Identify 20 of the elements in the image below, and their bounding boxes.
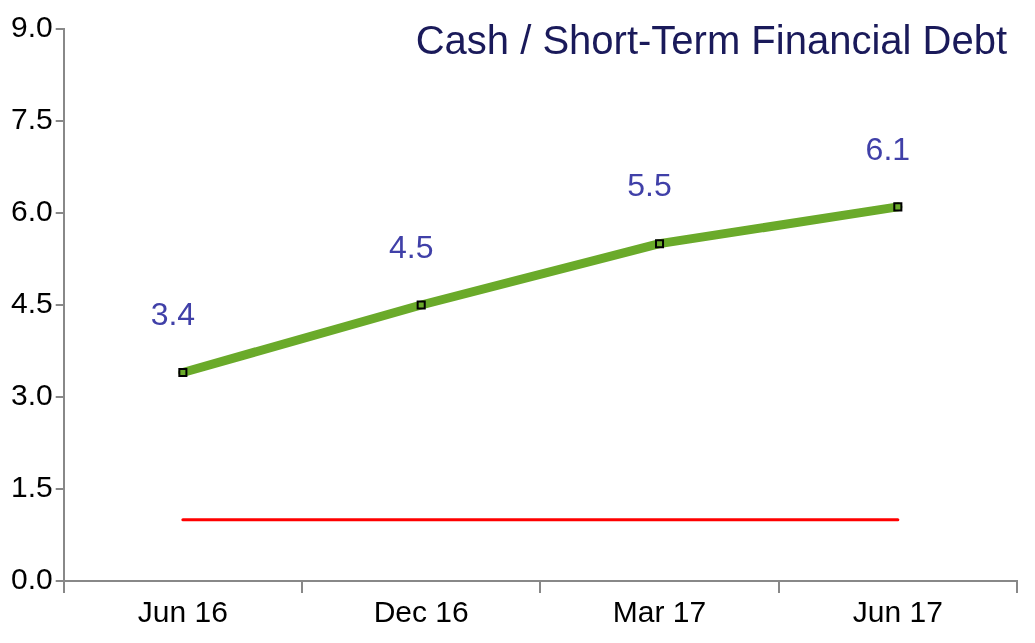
y-tick-label: 9.0 (10, 10, 53, 44)
data-label: 6.1 (865, 130, 911, 167)
data-label: 5.5 (627, 167, 672, 204)
point (416, 300, 426, 310)
y-tick-label: 6.0 (10, 194, 53, 228)
y-tick-label: 3.0 (10, 378, 53, 412)
data-label: 4.5 (388, 228, 434, 265)
y-tick-label: 0.0 (10, 562, 53, 596)
y-tick-label: 1.5 (10, 470, 53, 504)
x-tick-label: Mar 17 (612, 595, 707, 629)
y-tick-label: 4.5 (10, 286, 53, 320)
point (178, 367, 188, 377)
point (654, 239, 665, 249)
x-tick-label: Jun 16 (137, 595, 228, 629)
x-tick-label: Dec 16 (373, 595, 469, 629)
x-tick-label: Jun 17 (852, 595, 943, 629)
data-label: 3.4 (150, 296, 196, 333)
chart-title: Cash / Short-Term Financial Debt (415, 18, 1007, 63)
y-tick-label: 7.5 (10, 102, 53, 136)
point (893, 202, 903, 212)
